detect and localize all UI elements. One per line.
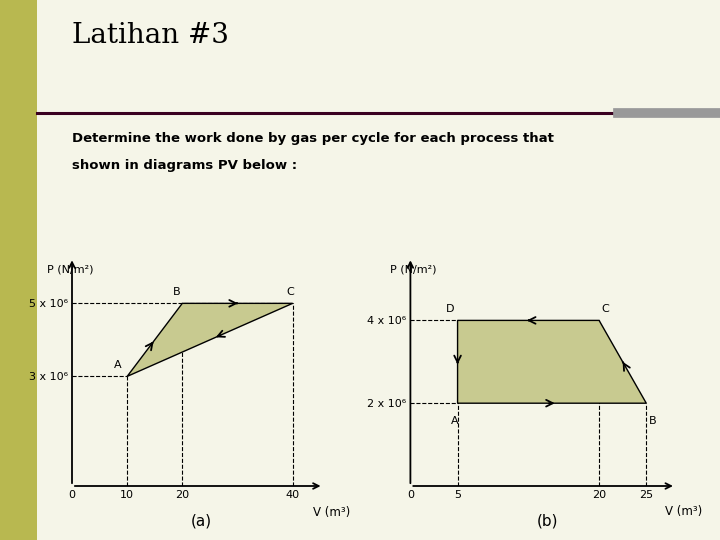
Text: Determine the work done by gas per cycle for each process that: Determine the work done by gas per cycle… — [71, 132, 554, 145]
Text: B: B — [649, 416, 657, 426]
Text: C: C — [286, 287, 294, 297]
Text: Latihan #3: Latihan #3 — [71, 22, 228, 49]
Text: P (N/m²): P (N/m²) — [390, 265, 436, 275]
Text: C: C — [601, 304, 608, 314]
Text: A: A — [451, 416, 459, 426]
Text: D: D — [446, 304, 455, 314]
Text: P (N/m²): P (N/m²) — [48, 265, 94, 275]
Text: (b): (b) — [536, 514, 558, 529]
Polygon shape — [458, 320, 647, 403]
Text: A: A — [114, 360, 122, 370]
Text: (a): (a) — [191, 514, 212, 529]
Text: B: B — [173, 287, 181, 297]
Text: V (m³): V (m³) — [313, 506, 351, 519]
Text: shown in diagrams PV below :: shown in diagrams PV below : — [71, 159, 297, 172]
Polygon shape — [127, 303, 292, 376]
Text: V (m³): V (m³) — [665, 504, 702, 518]
